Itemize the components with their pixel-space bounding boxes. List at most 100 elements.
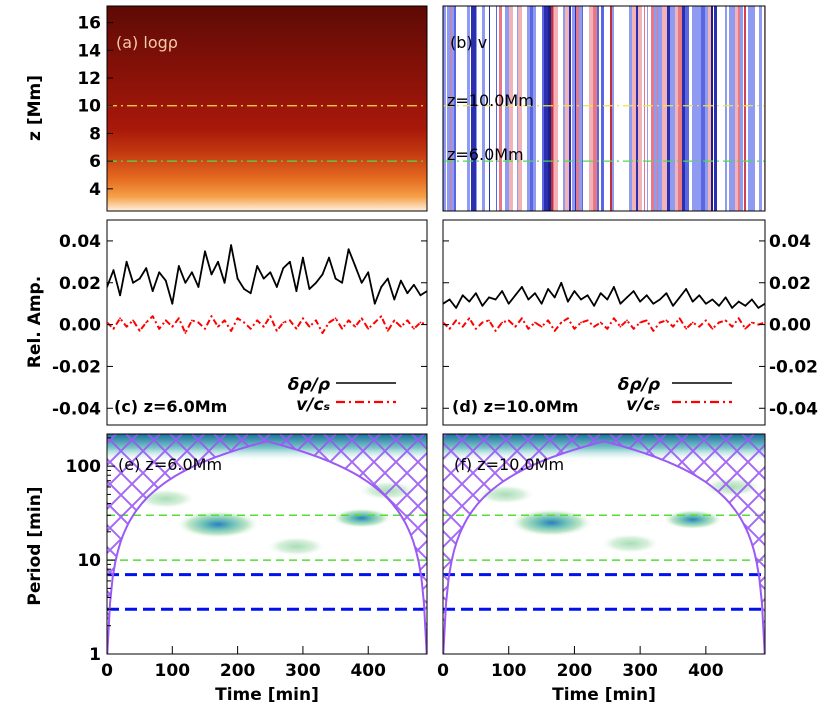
data-point — [373, 302, 376, 305]
data-point — [586, 319, 589, 322]
velocity-stripe — [542, 6, 544, 211]
velocity-stripe — [727, 6, 729, 211]
data-point — [347, 248, 350, 251]
panel-a: (a) logρ 4 6 8 10 12 14 16 z [Mm] — [25, 5, 428, 212]
data-point — [711, 327, 714, 330]
velocity-stripe — [509, 6, 513, 211]
data-point — [328, 321, 330, 324]
data-point — [236, 277, 239, 280]
data-point — [380, 315, 383, 318]
data-point — [566, 317, 569, 320]
ytick-label-e: 100 — [66, 457, 102, 477]
velocity-stripe — [678, 6, 682, 211]
data-point — [354, 325, 357, 328]
level-label-10: z=10.0Mm — [447, 91, 534, 110]
velocity-stripe — [682, 6, 685, 211]
data-point — [413, 283, 415, 286]
data-point — [151, 315, 154, 318]
data-point — [540, 325, 543, 328]
data-point — [119, 294, 121, 297]
velocity-stripe — [692, 6, 697, 211]
data-point — [586, 294, 589, 297]
ytick-label-d: 0.04 — [769, 232, 811, 252]
data-point — [520, 317, 523, 320]
data-point — [164, 279, 167, 282]
velocity-stripe — [505, 6, 509, 211]
data-point — [527, 327, 530, 330]
velocity-stripe — [721, 6, 725, 211]
data-point — [645, 294, 648, 297]
data-point — [632, 327, 635, 330]
data-point — [507, 302, 510, 305]
data-point — [184, 281, 187, 284]
data-point — [132, 281, 135, 284]
data-point — [321, 273, 324, 276]
data-point — [593, 325, 596, 328]
data-point — [606, 327, 609, 330]
data-point — [269, 271, 272, 274]
velocity-stripe — [755, 6, 756, 211]
data-point — [448, 327, 451, 330]
data-point — [419, 321, 422, 324]
data-point — [593, 304, 596, 307]
velocity-stripe — [497, 6, 499, 211]
data-point — [691, 321, 694, 324]
data-point — [190, 319, 193, 322]
panel-f-label: (f) z=10.0Mm — [454, 455, 564, 474]
data-point — [606, 298, 609, 301]
data-point — [626, 319, 628, 322]
data-point — [560, 321, 563, 324]
velocity-stripe — [729, 6, 734, 211]
data-point — [288, 260, 291, 263]
velocity-stripe — [579, 6, 582, 211]
data-point — [678, 317, 681, 320]
velocity-stripe — [713, 6, 714, 211]
data-point — [764, 302, 765, 305]
velocity-stripe — [714, 6, 717, 211]
velocity-stripe — [544, 6, 549, 211]
series-rel-velocity — [443, 317, 765, 332]
data-point — [380, 286, 383, 288]
data-point — [393, 319, 396, 322]
velocity-stripe — [463, 6, 467, 211]
data-point — [256, 265, 259, 267]
velocity-stripe — [646, 6, 647, 211]
velocity-stripe — [642, 6, 644, 211]
data-point — [599, 292, 602, 295]
velocity-stripe — [558, 6, 561, 211]
data-point — [501, 321, 504, 324]
data-point — [553, 329, 556, 332]
data-point — [399, 325, 402, 328]
data-point — [514, 325, 517, 328]
data-point — [125, 325, 128, 328]
data-point — [658, 321, 661, 324]
data-point — [360, 317, 363, 320]
xtick-label: 0 — [101, 661, 113, 681]
data-point — [612, 317, 615, 320]
velocity-stripe — [697, 6, 701, 211]
velocity-stripe — [493, 6, 496, 211]
data-point — [367, 271, 370, 274]
data-point — [639, 300, 642, 303]
data-point — [151, 290, 154, 293]
data-point — [547, 288, 550, 290]
velocity-stripe — [565, 6, 569, 211]
data-point — [138, 277, 141, 280]
data-point — [455, 306, 458, 309]
data-point — [308, 325, 311, 328]
velocity-stripe — [502, 6, 505, 211]
data-point — [204, 327, 206, 330]
velocity-stripe — [629, 6, 632, 211]
data-point — [501, 290, 504, 293]
ytick-label-d: -0.02 — [769, 357, 818, 377]
velocity-stripe — [725, 6, 727, 211]
velocity-stripe — [734, 6, 735, 211]
data-point — [599, 321, 602, 324]
data-point — [295, 327, 298, 330]
panel-b-label: (b) v — [450, 33, 487, 52]
data-point — [315, 281, 317, 284]
velocity-stripe — [554, 6, 558, 211]
data-point — [718, 321, 720, 324]
velocity-stripe — [638, 6, 642, 211]
data-point — [481, 321, 484, 324]
